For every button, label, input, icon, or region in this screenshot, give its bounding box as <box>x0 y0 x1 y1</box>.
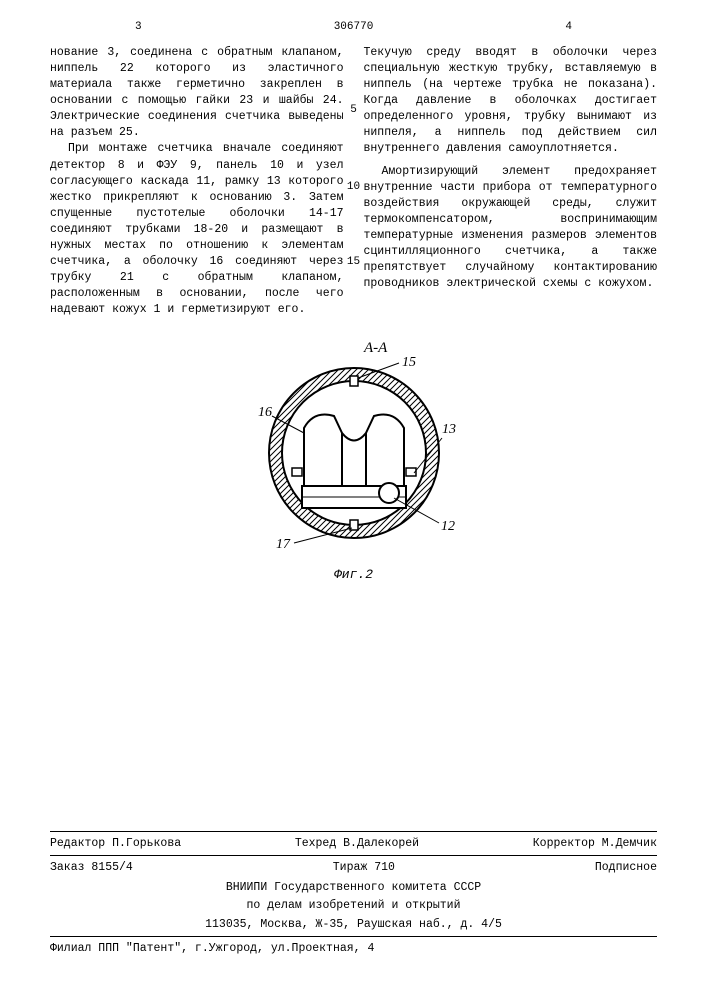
page-number-right: 4 <box>565 20 572 35</box>
org-address: 113035, Москва, Ж-35, Раушская наб., д. … <box>50 917 657 933</box>
figure-svg: A-A <box>244 338 464 558</box>
org-line-2: по делам изобретений и открытий <box>50 898 657 914</box>
top-tab <box>350 376 358 386</box>
right-para-2: Амортизирующий элемент предохраняет внут… <box>364 164 658 293</box>
right-block <box>366 415 404 487</box>
left-para-2: При монтаже счетчика вначале соединяют д… <box>50 141 344 318</box>
left-column: нование 3, соединена с обратным клапаном… <box>50 45 344 319</box>
label-13: 13 <box>442 422 456 437</box>
document-number: 306770 <box>334 20 374 35</box>
line-number-15: 15 <box>347 255 360 270</box>
label-16: 16 <box>258 405 272 420</box>
label-12: 12 <box>441 519 455 534</box>
label-17: 17 <box>276 537 291 552</box>
subscription: Подписное <box>595 860 657 876</box>
header-row: 3 306770 4 <box>50 20 657 35</box>
left-para-1: нование 3, соединена с обратным клапаном… <box>50 45 344 142</box>
line-number-5: 5 <box>350 103 357 118</box>
corrector: Корректор М.Демчик <box>533 836 657 852</box>
branch: Филиал ППП "Патент", г.Ужгород, ул.Проек… <box>50 941 657 957</box>
order: Заказ 8155/4 <box>50 860 133 876</box>
small-cylinder <box>379 483 399 503</box>
footer-credits: Редактор П.Горькова Техред В.Далекорей К… <box>50 836 657 852</box>
figure-caption: Фиг.2 <box>50 566 657 584</box>
org-line-1: ВНИИПИ Государственного комитета СССР <box>50 880 657 896</box>
right-column: Текучую среду вводят в оболочки через сп… <box>364 45 658 319</box>
right-para-1: Текучую среду вводят в оболочки через сп… <box>364 45 658 158</box>
page-number-left: 3 <box>135 20 142 35</box>
line-number-10: 10 <box>347 180 360 195</box>
label-15: 15 <box>402 355 416 370</box>
left-block <box>304 415 342 487</box>
techred: Техред В.Далекорей <box>295 836 419 852</box>
footer-print-info: Заказ 8155/4 Тираж 710 Подписное <box>50 860 657 876</box>
footer: Редактор П.Горькова Техред В.Далекорей К… <box>50 827 657 960</box>
figure-area: A-A <box>50 338 657 584</box>
editor: Редактор П.Горькова <box>50 836 181 852</box>
page: 3 306770 4 5 10 15 нование 3, соединена … <box>0 0 707 1000</box>
tirage: Тираж 710 <box>333 860 395 876</box>
